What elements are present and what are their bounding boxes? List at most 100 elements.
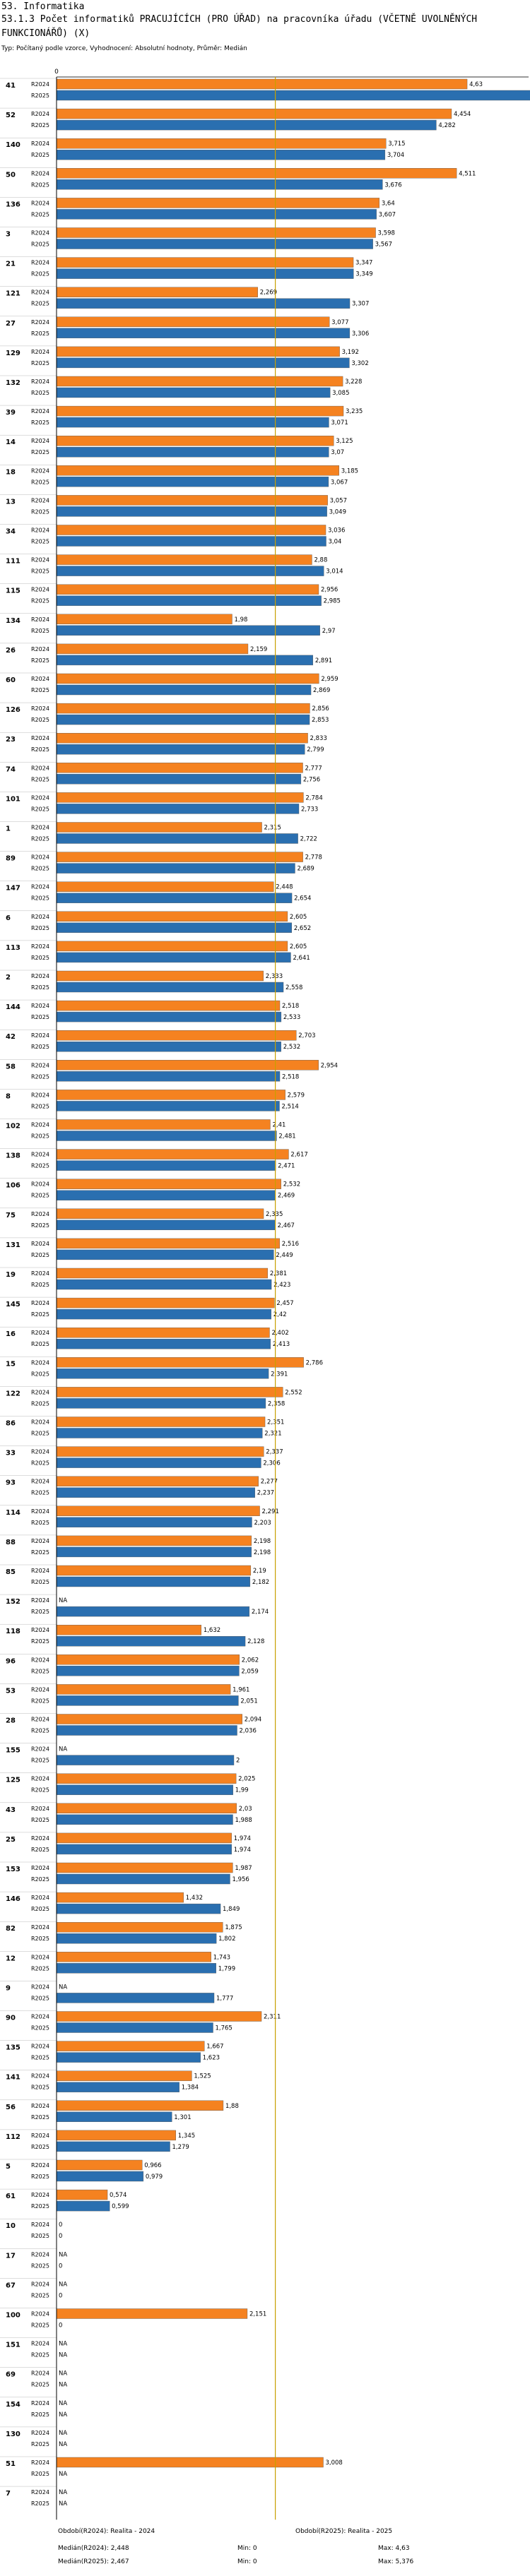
value-label: 3,676	[384, 181, 401, 189]
value-label: 2,025	[238, 1776, 255, 1783]
value-label: 2,237	[257, 1490, 274, 1497]
entity-label: 126	[6, 706, 20, 714]
value-label: 4,63	[469, 81, 483, 88]
entity-label: 6	[6, 914, 11, 922]
value-label: NA	[59, 2430, 67, 2437]
series-label: R2024	[31, 825, 49, 831]
entity-label: 115	[6, 588, 20, 595]
series-label: R2025	[31, 1995, 49, 2001]
series-label: R2024	[31, 1270, 49, 1277]
entity-label: 26	[6, 647, 16, 655]
bar-r2025	[56, 2082, 179, 2092]
footer-period-2025: Období(R2025): Realita - 2025	[295, 2528, 393, 2535]
value-label: 3,598	[378, 230, 395, 237]
entity-label: 2	[6, 974, 11, 982]
series-label: R2025	[31, 1638, 49, 1645]
entity-label: 147	[6, 885, 20, 893]
value-label: 1,799	[218, 1965, 235, 1972]
value-label: 3,014	[326, 568, 343, 576]
value-label: 3,235	[346, 408, 363, 415]
bar-r2025	[56, 774, 302, 785]
entity-label: 21	[6, 261, 16, 268]
value-label: 2,402	[271, 1330, 288, 1337]
entity-label: 86	[6, 1420, 16, 1428]
series-label: R2024	[31, 230, 49, 237]
entity-label: 138	[6, 1152, 20, 1160]
series-label: R2025	[31, 1133, 49, 1140]
series-label: R2025	[31, 1906, 49, 1912]
series-label: R2025	[31, 866, 49, 872]
value-label: 3,192	[342, 349, 359, 356]
entity-label: 85	[6, 1568, 16, 1576]
bar-r2025	[56, 1101, 280, 1111]
bar-r2025	[56, 2111, 172, 2123]
series-label: R2025	[31, 1073, 49, 1080]
bar-r2024	[56, 1921, 223, 1933]
value-label: 2,036	[240, 1728, 257, 1735]
footer-min-2025: Min: 0	[237, 2558, 257, 2565]
bar-r2024	[56, 1268, 269, 1279]
entity-label: 132	[6, 379, 20, 387]
series-label: R2024	[31, 200, 49, 206]
value-label: 2,88	[314, 557, 327, 564]
bar-r2024	[56, 2070, 192, 2081]
value-label: 1,987	[235, 1865, 252, 1872]
series-label: R2024	[31, 1806, 49, 1812]
series-label: R2025	[31, 1876, 49, 1883]
entity-label: 144	[6, 1003, 20, 1011]
bar-r2024	[56, 763, 303, 773]
bar-r2024	[56, 881, 274, 892]
series-label: R2024	[31, 1152, 49, 1158]
bar-r2024	[56, 405, 344, 417]
bar-r2025	[56, 804, 300, 814]
series-label: R2024	[31, 290, 49, 296]
value-label: 2,777	[305, 765, 322, 772]
bar-r2025	[56, 1220, 276, 1231]
entity-label: 129	[6, 350, 20, 357]
value-label: 2,722	[300, 836, 317, 843]
series-label: R2024	[31, 1479, 49, 1485]
value-label: 0	[59, 2233, 62, 2240]
series-label: R2024	[31, 1924, 49, 1931]
series-label: R2024	[31, 2430, 49, 2436]
bar-r2024	[56, 1179, 281, 1189]
value-label: 3,347	[355, 260, 372, 267]
value-label: NA	[59, 1984, 67, 1991]
value-label: 2,062	[242, 1657, 259, 1664]
series-label: R2025	[31, 628, 49, 634]
entity-label: 114	[6, 1509, 20, 1517]
bar-r2025	[56, 2171, 144, 2182]
value-label: 2,518	[282, 1003, 299, 1010]
value-label: 0	[59, 2222, 62, 2229]
series-label: R2024	[31, 1300, 49, 1306]
series-label: R2025	[31, 776, 49, 782]
entity-label: 154	[6, 2401, 20, 2409]
entity-label: 43	[6, 1806, 16, 1814]
entity-label: 19	[6, 1271, 16, 1279]
bar-r2025	[56, 714, 310, 725]
series-label: R2024	[31, 587, 49, 593]
bar-r2024	[56, 1862, 233, 1873]
value-label: 2,481	[278, 1133, 295, 1140]
series-label: R2024	[31, 973, 49, 979]
entity-label: 16	[6, 1330, 16, 1338]
bar-r2025	[56, 625, 320, 636]
series-label: R2024	[31, 2222, 49, 2228]
value-label: 3,085	[332, 390, 349, 397]
value-label: 1,345	[178, 2133, 195, 2140]
value-label: 1,974	[234, 1835, 251, 1842]
series-label: R2025	[31, 360, 49, 366]
series-label: R2024	[31, 705, 49, 712]
series-label: R2024	[31, 1241, 49, 1247]
entity-label: 5	[6, 2163, 11, 2171]
bar-r2025	[56, 119, 437, 131]
series-label: R2025	[31, 122, 49, 129]
bar-r2024	[56, 1149, 289, 1159]
series-label: R2025	[31, 2292, 49, 2298]
value-label: 2,03	[239, 1806, 252, 1813]
value-label: 2,358	[268, 1400, 285, 1407]
value-label: 2,786	[306, 1359, 323, 1366]
bar-r2024	[56, 1119, 271, 1130]
bar-r2024	[56, 1476, 259, 1486]
bar-r2024	[56, 911, 288, 922]
